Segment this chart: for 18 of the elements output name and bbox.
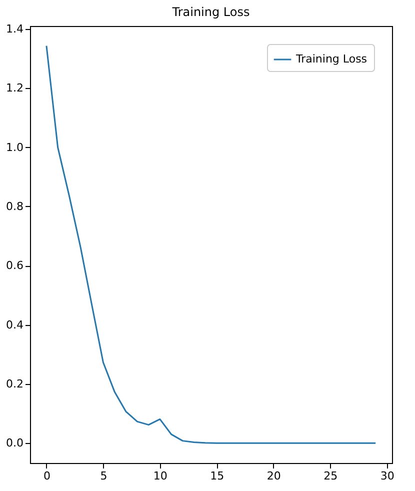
- y-tick-label: 0.2: [6, 378, 24, 391]
- x-tick-label: 10: [153, 470, 168, 482]
- x-tick-label: 20: [266, 470, 281, 482]
- x-tick-label: 30: [380, 470, 394, 482]
- x-tick-label: 5: [100, 470, 108, 482]
- y-tick-label: 0.4: [6, 318, 24, 332]
- y-tick-label: 0.6: [6, 259, 24, 272]
- y-tick-label: 1.0: [6, 140, 24, 154]
- x-tick-label: 15: [210, 470, 224, 482]
- y-tick-label: 0.8: [6, 200, 24, 213]
- x-tick-label: 25: [324, 470, 338, 482]
- y-tick-label: 0.0: [6, 436, 24, 450]
- chart-title: Training Loss: [171, 4, 250, 19]
- x-tick-label: 0: [43, 470, 50, 482]
- line-series: [46, 45, 376, 444]
- y-tick-label: 1.4: [6, 22, 24, 36]
- legend-label: Training Loss: [295, 52, 368, 66]
- y-tick-label: 1.2: [6, 82, 24, 95]
